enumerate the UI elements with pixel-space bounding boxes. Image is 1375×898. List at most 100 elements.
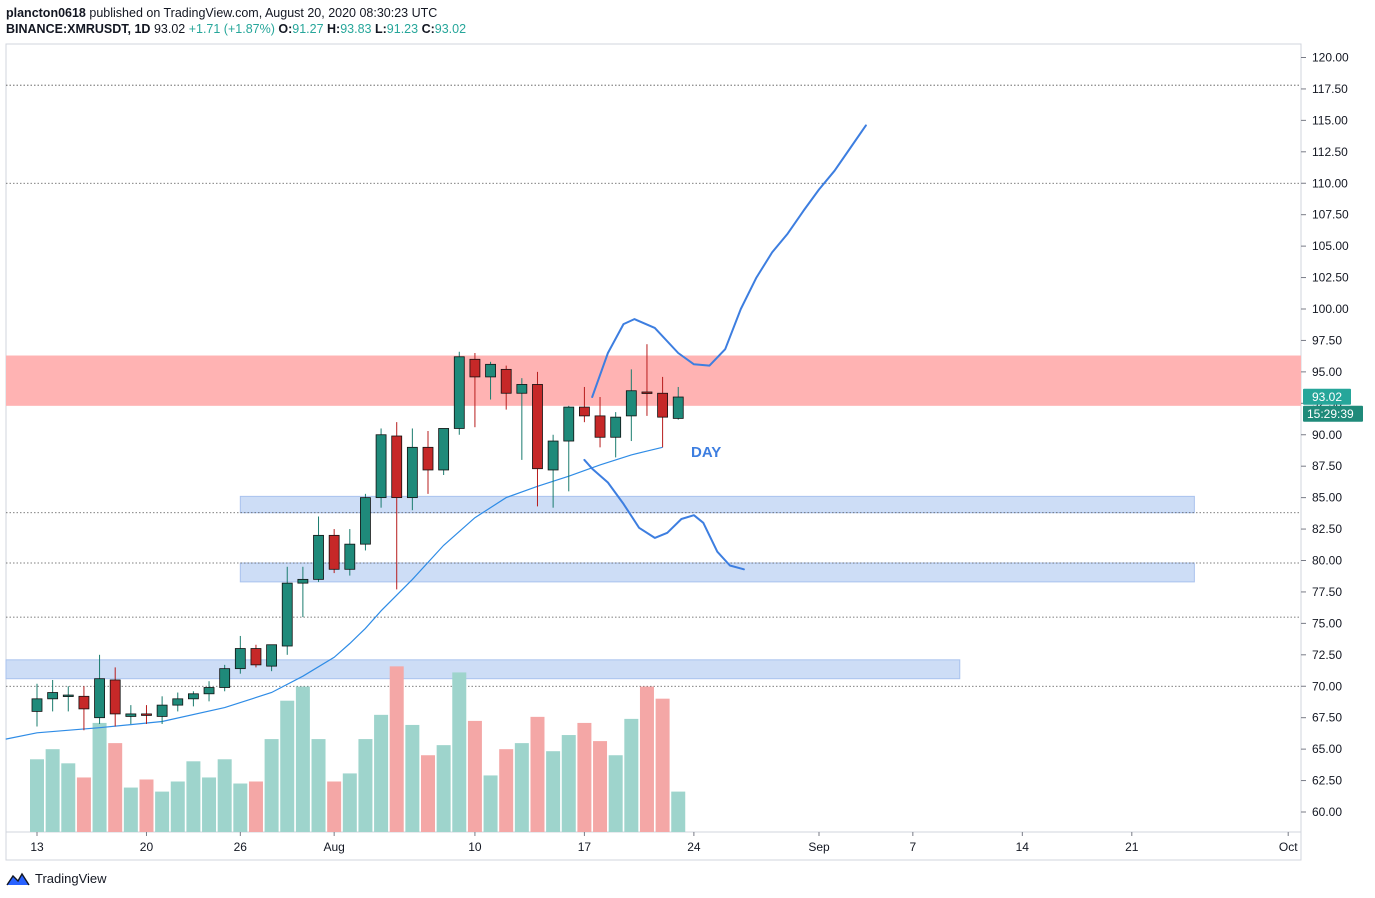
volume-bar xyxy=(593,741,608,832)
candle-body xyxy=(141,713,152,716)
candle xyxy=(266,644,278,672)
candle xyxy=(657,376,668,448)
price-tick-label: 67.50 xyxy=(1312,711,1342,725)
candle xyxy=(641,344,653,416)
candle xyxy=(234,635,246,674)
candle xyxy=(610,412,622,458)
candle-body xyxy=(422,446,434,471)
time-tick-label: 13 xyxy=(30,840,44,854)
price-tick-label: 80.00 xyxy=(1312,554,1342,568)
candle-body xyxy=(125,713,137,717)
volume-bar xyxy=(577,722,592,832)
last-price: 93.02 xyxy=(153,22,186,36)
candle xyxy=(219,664,231,692)
last-price-label: 93.02 xyxy=(1312,390,1342,404)
candle xyxy=(516,378,528,460)
candle-body xyxy=(453,356,465,429)
candle-body xyxy=(610,416,622,438)
candle-body xyxy=(547,440,559,471)
candle-body xyxy=(391,435,403,499)
moving-average-line xyxy=(5,446,663,740)
price-tick-label: 75.00 xyxy=(1312,616,1342,630)
price-tick-label: 117.50 xyxy=(1312,82,1348,96)
candle xyxy=(313,516,324,582)
candle-body xyxy=(579,406,590,417)
candle-body xyxy=(172,698,184,706)
candle xyxy=(563,405,575,492)
candle xyxy=(187,691,199,707)
publish-info: plancton0618 published on TradingView.co… xyxy=(6,6,437,21)
price-tick-label: 70.00 xyxy=(1312,679,1342,693)
volume-bar xyxy=(30,759,44,832)
candle xyxy=(672,386,684,420)
volume-bar xyxy=(233,783,248,832)
volume-bar xyxy=(327,781,342,832)
candle-body xyxy=(203,687,215,695)
volume-bar xyxy=(436,745,451,832)
day-annotation: DAY xyxy=(691,444,721,461)
candle xyxy=(453,351,465,435)
time-tick-label: 17 xyxy=(578,840,592,854)
time-tick-label: 14 xyxy=(1016,840,1030,854)
volume-bar xyxy=(530,716,545,832)
volume-bar xyxy=(342,773,357,832)
volume-bar xyxy=(61,763,76,832)
candle-body xyxy=(406,446,418,499)
price-tick-label: 115.00 xyxy=(1312,113,1348,127)
volume-bar xyxy=(76,777,91,832)
volume-bar xyxy=(624,718,639,832)
candle-body xyxy=(297,578,309,584)
symbol-legend: BINANCE:XMRUSDT, 1D 93.02 +1.71 (+1.87%)… xyxy=(6,22,466,37)
price-tick-label: 90.00 xyxy=(1312,428,1342,442)
time-tick-label: 7 xyxy=(909,840,916,854)
candle xyxy=(579,386,590,423)
price-tick-label: 120.00 xyxy=(1312,51,1349,65)
volume-bar xyxy=(514,743,529,832)
candle-body xyxy=(344,543,356,570)
time-tick-label: 24 xyxy=(687,840,701,854)
candle xyxy=(422,430,434,494)
price-tick-label: 62.50 xyxy=(1312,774,1342,788)
volume-bar xyxy=(374,714,389,832)
volume-bar xyxy=(467,720,482,832)
support-zone xyxy=(5,659,961,680)
candle-body xyxy=(563,406,575,442)
volume-bar xyxy=(452,672,467,832)
time-tick-label: 20 xyxy=(140,840,154,854)
price-tick-label: 87.50 xyxy=(1312,459,1342,473)
resistance-zone xyxy=(6,355,1301,406)
volume-bar xyxy=(186,761,201,832)
tradingview-logo-icon xyxy=(6,872,30,885)
candle xyxy=(625,369,637,442)
price-tick-label: 65.00 xyxy=(1312,742,1342,756)
candle-body xyxy=(360,497,371,545)
candle-body xyxy=(94,678,105,719)
volume-bar xyxy=(405,724,420,832)
candle xyxy=(78,686,90,731)
price-change: +1.71 (+1.87%) xyxy=(188,22,275,36)
time-tick-label: 26 xyxy=(234,840,248,854)
volume-bar xyxy=(295,686,310,832)
publisher-name[interactable]: plancton0618 xyxy=(6,6,86,20)
candle-body xyxy=(47,692,59,700)
symbol-label[interactable]: BINANCE:XMRUSDT, 1D xyxy=(6,22,151,36)
candle-body xyxy=(516,384,528,394)
candle-body xyxy=(234,648,246,670)
candle-body xyxy=(500,368,512,394)
countdown-tag xyxy=(1303,405,1363,422)
volume-bar xyxy=(264,739,279,832)
candle-body xyxy=(485,363,496,378)
candle xyxy=(438,428,450,475)
candle-body xyxy=(109,679,121,715)
candle xyxy=(203,681,215,702)
open-label: O: xyxy=(278,22,293,36)
candle xyxy=(125,705,137,724)
candle xyxy=(172,692,184,712)
tradingview-brand: TradingView xyxy=(35,871,107,886)
price-tick-label: 82.50 xyxy=(1312,522,1342,536)
candle-body xyxy=(78,695,90,710)
tradingview-logo[interactable]: TradingView xyxy=(6,871,107,886)
candle-body xyxy=(328,534,340,570)
price-tick-label: 77.50 xyxy=(1312,585,1342,599)
